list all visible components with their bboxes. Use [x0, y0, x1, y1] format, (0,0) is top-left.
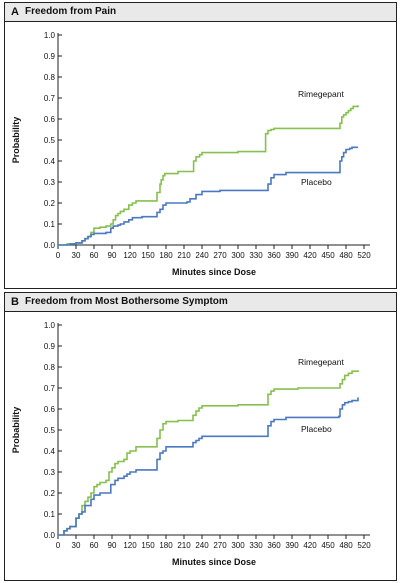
chart-a-series-rimegepant: [58, 105, 359, 246]
panel-a: A Freedom from Pain 0.0 0.1 0.2 0.3 0.4 0.5 0.…: [4, 2, 397, 289]
panel-a-header: A Freedom from Pain: [5, 3, 396, 22]
chart-b-y-tick-label: 0.0: [44, 531, 56, 540]
chart-b-x-tick-label: 180: [159, 541, 173, 550]
chart-b-y-tick-label: 0.3: [44, 468, 56, 477]
chart-a-x-tick-label: 30: [72, 251, 81, 260]
chart-b-x-tick-label: 240: [195, 541, 209, 550]
chart-b-series-label-placebo: Placebo: [301, 424, 332, 434]
chart-a-x-tick-label: 300: [231, 251, 245, 260]
chart-a-y-tick-label: 0.6: [44, 115, 56, 124]
chart-a-x-tick-label: 90: [108, 251, 117, 260]
chart-b-x-tick-label: 300: [231, 541, 245, 550]
chart-b-x-tick-label: 520: [357, 541, 371, 550]
chart-a-x-tick-label: 120: [123, 251, 137, 260]
chart-b-y-tick-label: 0.1: [44, 510, 56, 519]
chart-b-y-tick-label: 1.0: [44, 321, 56, 330]
chart-b-y-tick-label: 0.8: [44, 363, 56, 372]
chart-b-x-tick-label: 450: [321, 541, 335, 550]
chart-b-y-tick-label: 0.6: [44, 405, 56, 414]
chart-b-y-tick-label: 0.5: [44, 426, 56, 435]
chart-a-y-tick-label: 0.1: [44, 220, 56, 229]
chart-a-y-axis-label: Probability: [11, 117, 21, 164]
chart-a-x-tick-label: 270: [213, 251, 227, 260]
chart-b-x-tick-label: 0: [56, 541, 61, 550]
chart-a-x-tick-label: 330: [249, 251, 263, 260]
chart-b-series-rimegepant: [58, 370, 359, 536]
chart-a-y-tick-label: 0.9: [44, 52, 56, 61]
chart-a-x-tick-label: 180: [159, 251, 173, 260]
chart-b-y-axis-label: Probability: [11, 407, 21, 454]
chart-a-series-label-placebo: Placebo: [301, 177, 332, 187]
chart-b-x-tick-label: 270: [213, 541, 227, 550]
chart-a-x-tick-label: 480: [339, 251, 353, 260]
chart-a-x-tick-label: 210: [177, 251, 191, 260]
chart-a-x-tick-label: 390: [285, 251, 299, 260]
chart-a-x-axis-label: Minutes since Dose: [172, 267, 256, 277]
chart-a-x-tick-label: 0: [56, 251, 61, 260]
chart-b-x-tick-label: 150: [141, 541, 155, 550]
chart-b-y-tick-label: 0.2: [44, 489, 56, 498]
chart-b-x-tick-label: 420: [303, 541, 317, 550]
chart-a-y-tick-label: 0.8: [44, 73, 56, 82]
chart-a-y-tick-label: 0.2: [44, 199, 56, 208]
chart-a-x-tick-label: 60: [90, 251, 99, 260]
panel-a-title: Freedom from Pain: [25, 6, 117, 17]
chart-b-x-tick-label: 330: [249, 541, 263, 550]
chart-a-series-label-rimegepant: Rimegepant: [298, 89, 344, 99]
chart-b-x-tick-label: 120: [123, 541, 137, 550]
chart-a-y-tick-label: 0.7: [44, 94, 56, 103]
chart-b-x-tick-label: 90: [108, 541, 117, 550]
chart-a-x-tick-label: 240: [195, 251, 209, 260]
panel-b: B Freedom from Most Bothersome Symptom 0…: [4, 292, 397, 581]
chart-a-x-tick-label: 420: [303, 251, 317, 260]
chart-b-x-axis-label: Minutes since Dose: [172, 557, 256, 567]
panel-b-letter: B: [11, 296, 19, 308]
chart-a-plot: 0.0 0.1 0.2 0.3 0.4 0.5 0.6 0.7 0.8 0.9 1.0 0 30 60 90…: [11, 31, 371, 277]
chart-a-x-tick-label: 520: [357, 251, 371, 260]
chart-b-x-tick-label: 390: [285, 541, 299, 550]
chart-a-x-tick-label: 150: [141, 251, 155, 260]
chart-a-y-tick-label: 0.3: [44, 178, 56, 187]
chart-b-y-tick-label: 0.4: [44, 447, 56, 456]
panel-b-title: Freedom from Most Bothersome Symptom: [25, 296, 228, 307]
panel-a-letter: A: [11, 6, 19, 18]
chart-b-x-tick-label: 210: [177, 541, 191, 550]
chart-b-series-label-rimegepant: Rimegepant: [298, 357, 344, 367]
chart-a-y-tick-label: 0.5: [44, 136, 56, 145]
chart-b-x-tick-label: 30: [72, 541, 81, 550]
chart-a-y-tick-label: 1.0: [44, 31, 56, 40]
chart-a-y-tick-label: 0.4: [44, 157, 56, 166]
chart-a-x-tick-label: 360: [267, 251, 281, 260]
chart-b-x-tick-label: 480: [339, 541, 353, 550]
chart-b-x-tick-label: 360: [267, 541, 281, 550]
chart-b-plot: 0.0 0.1 0.2 0.3 0.4 0.5 0.6 0.7 0.8 0.9 1.0 0 30 60 90…: [11, 321, 371, 567]
chart-b-y-tick-label: 0.9: [44, 342, 56, 351]
chart-a-y-tick-label: 0.0: [44, 241, 56, 250]
chart-b-x-tick-label: 60: [90, 541, 99, 550]
chart-a-series-placebo: [58, 146, 358, 246]
chart-b-y-tick-label: 0.7: [44, 384, 56, 393]
panel-b-header: B Freedom from Most Bothersome Symptom: [5, 293, 396, 312]
chart-a-x-tick-label: 450: [321, 251, 335, 260]
chart-b-series-placebo: [58, 397, 359, 536]
